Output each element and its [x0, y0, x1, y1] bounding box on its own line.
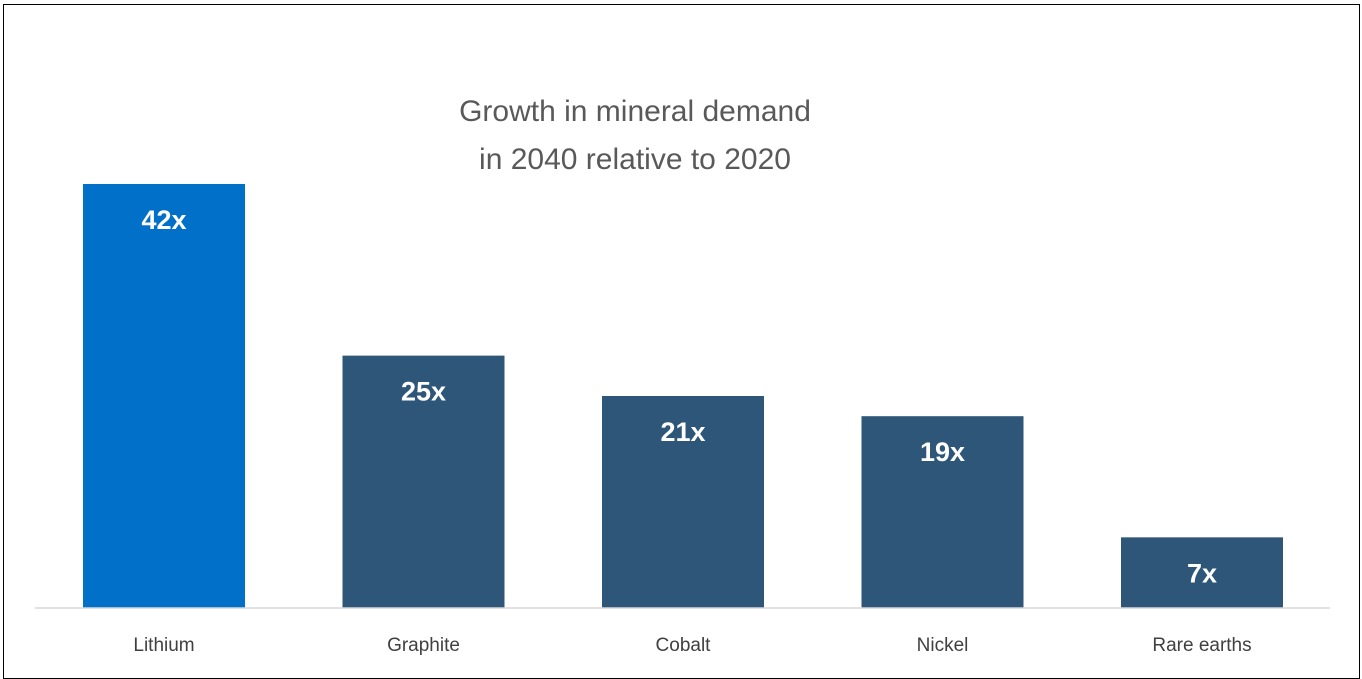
bar-rare-earths — [1121, 537, 1283, 608]
chart-title-line-1: Growth in mineral demand — [459, 95, 811, 128]
bar-lithium — [83, 184, 245, 608]
bars-group — [83, 184, 1283, 608]
bar-graphite — [342, 355, 505, 608]
data-labels-group: 42x 25x 21x 19x 7x — [141, 205, 1217, 588]
category-label: Rare earths — [1152, 635, 1251, 656]
chart-title-line-2: in 2040 relative to 2020 — [479, 143, 791, 176]
category-label: Lithium — [133, 635, 194, 656]
bar-cobalt — [602, 396, 764, 608]
category-label: Graphite — [387, 635, 460, 656]
category-label: Nickel — [917, 635, 969, 656]
data-label: 7x — [1187, 558, 1217, 588]
chart-title: Growth in mineral demand in 2040 relativ… — [0, 88, 1270, 184]
bar-nickel — [861, 416, 1024, 608]
category-label: Cobalt — [656, 635, 712, 656]
data-label: 19x — [920, 437, 965, 467]
category-labels-group: Lithium Graphite Cobalt Nickel Rare earths — [133, 635, 1251, 656]
data-label: 25x — [401, 377, 446, 407]
data-label: 21x — [660, 417, 705, 447]
data-label: 42x — [141, 205, 186, 235]
